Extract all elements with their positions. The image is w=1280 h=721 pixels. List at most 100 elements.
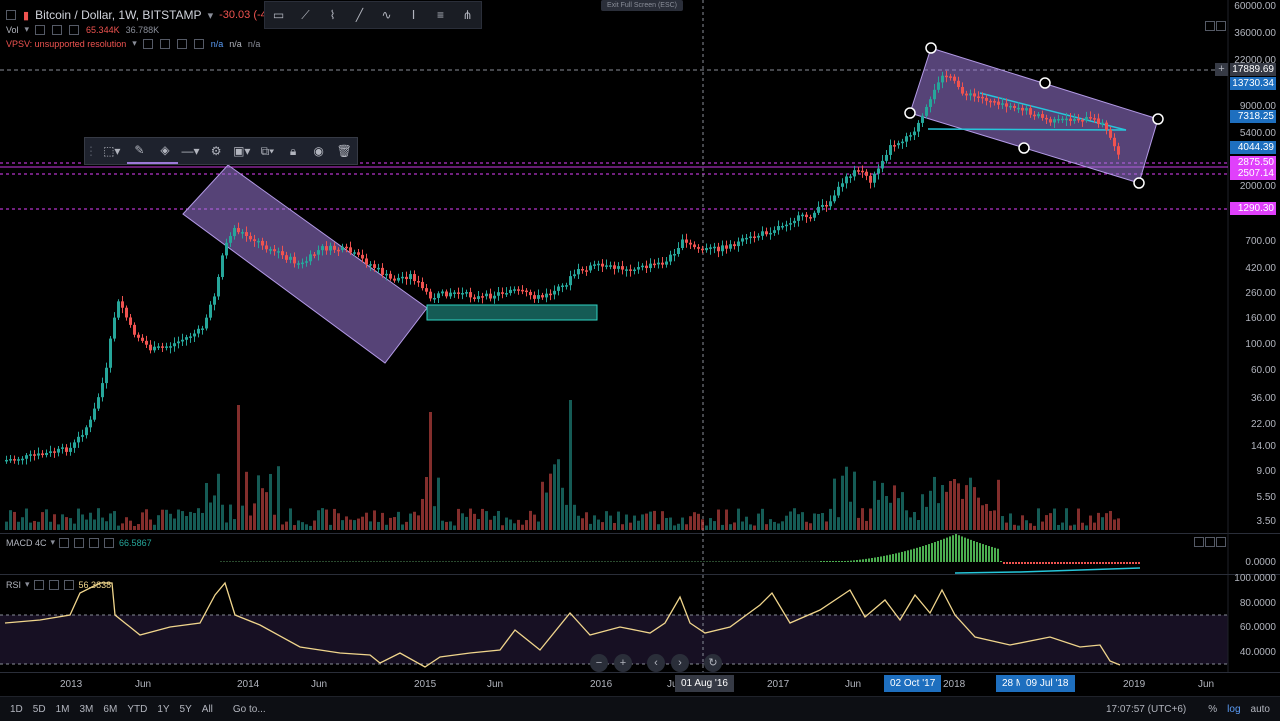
chevron-down-icon[interactable]: ▾ [132,38,137,48]
rectangle-icon[interactable]: ▭ [272,8,285,22]
auto-scale-button[interactable]: auto [1250,703,1270,715]
volume-bar [873,480,876,530]
brush-icon[interactable]: ∿ [381,8,392,22]
volume-legend[interactable]: Vol ▾ 65.344K 36.788K [6,24,159,35]
vpsv-legend[interactable]: VPSV: unsupported resolution ▾ n/a n/a n… [6,38,260,49]
log-scale-button[interactable]: log [1227,703,1241,715]
rsi-value: 56.3838 [78,579,112,590]
rsi-band [0,615,1228,664]
pane-down-icon[interactable] [1205,537,1215,547]
chevron-down-icon[interactable]: ▾ [50,537,56,547]
range-button-1m[interactable]: 1M [55,703,70,715]
scroll-right-button[interactable]: › [671,654,689,672]
range-button-3m[interactable]: 3M [79,703,94,715]
line-icon[interactable]: ╱ [355,8,364,22]
range-button-5y[interactable]: 5Y [179,703,192,715]
volume-bar [249,515,252,530]
eye-mini-icon[interactable] [74,537,85,548]
chevron-down-icon[interactable]: ▾ [24,24,30,34]
symbol-legend[interactable]: ▮ Bitcoin / Dollar, 1W, BITSTAMP ▾ -30.0… [6,8,276,22]
chevron-down-icon[interactable]: ▾ [25,579,30,589]
pitchfork-icon[interactable]: ⋔ [462,8,473,22]
eye-icon[interactable]: ◉ [313,144,324,158]
macd-bar [772,561,774,562]
volume-value-2: 36.788K [125,24,160,35]
cursor-icon[interactable]: ⬚▾ [103,144,121,158]
candle-body [873,173,876,183]
rsi-axis-label: 100.0000 [1234,573,1276,584]
scroll-left-button[interactable]: ‹ [647,654,665,672]
pencil-icon[interactable]: ✎ [126,138,153,164]
path-icon[interactable]: ⌇ [329,8,336,22]
macd-bar [853,560,855,562]
drag-handle-icon[interactable]: ⋮ [85,144,97,158]
visual-order-icon[interactable]: ▣▾ [233,144,251,158]
macd-bar [922,546,924,562]
close-mini-icon[interactable] [63,579,74,590]
eye-mini-icon[interactable] [52,24,63,35]
symbol-title[interactable]: Bitcoin / Dollar, 1W, BITSTAMP [35,8,202,22]
close-mini-icon[interactable] [176,38,187,49]
clock[interactable]: 17:07:57 (UTC+6) [1105,703,1187,715]
macd-pane[interactable] [0,533,1280,575]
range-button-6m[interactable]: 6M [103,703,118,715]
rsi-legend[interactable]: RSI ▾ 56.3838 [6,579,111,590]
settings-mini-icon[interactable] [33,579,44,590]
candle-body [729,244,732,249]
rsi-pane[interactable] [0,575,1280,672]
fib-icon[interactable]: ≡ [436,8,444,22]
volume-bar [461,513,464,530]
macd-signal-line [954,567,1141,574]
line-style-icon[interactable]: —▾ [181,144,200,158]
candle-body [133,324,136,335]
macd-legend[interactable]: MACD 4C ▾ 66.5867 [6,537,152,548]
settings-mini-icon[interactable] [35,24,46,35]
gear-icon[interactable]: ⚙ [210,144,222,158]
volume-bar [233,519,236,530]
trend-tool-icon[interactable]: ⟋ [301,8,310,22]
candle-body [205,317,208,329]
percent-scale-button[interactable]: % [1208,703,1218,715]
range-button-1d[interactable]: 1D [10,703,23,715]
candle-body [465,292,468,294]
fill-icon[interactable]: ◈ [152,138,178,164]
zoom-in-button[interactable]: + [614,654,632,672]
main-price-chart[interactable] [0,0,1280,533]
pane-maximize-icon[interactable] [1216,537,1226,547]
more-mini-icon[interactable] [193,38,204,49]
pane-up-icon[interactable] [1205,21,1215,31]
zoom-out-button[interactable]: − [590,654,608,672]
range-button-5d[interactable]: 5D [32,703,46,715]
text-icon[interactable]: Ⅰ [411,8,416,22]
candle-body [1089,117,1092,119]
range-button-ytd[interactable]: YTD [127,703,148,715]
lock-icon[interactable]: 🔒︎ [289,143,297,158]
clone-icon[interactable]: ⧉▾ [260,143,275,158]
more-mini-icon[interactable] [104,537,115,548]
reset-chart-button[interactable]: ↻ [704,654,722,672]
settings-mini-icon[interactable] [142,38,153,49]
macd-bar [628,561,630,562]
collapse-icon[interactable] [6,10,16,20]
goto-date-button[interactable]: Go to... [232,703,266,715]
pane-up-icon[interactable] [1194,537,1204,547]
candle-body [573,274,576,277]
close-mini-icon[interactable] [89,537,100,548]
pane-maximize-icon[interactable] [1216,21,1226,31]
macd-bar [235,561,237,562]
candle-body [1109,129,1112,138]
trash-icon[interactable]: 🗑︎ [336,144,352,158]
add-alert-icon[interactable]: + [1215,63,1228,76]
settings-mini-icon[interactable] [59,537,70,548]
candle-body [245,232,248,236]
range-button-1y[interactable]: 1Y [157,703,170,715]
chevron-down-icon[interactable]: ▾ [207,9,214,22]
range-button-all[interactable]: All [201,703,213,715]
eye-mini-icon[interactable] [159,38,170,49]
close-mini-icon[interactable] [69,24,80,35]
price-tag-7318: 7318.25 [1230,110,1276,123]
eye-mini-icon[interactable] [48,579,59,590]
exit-fullscreen-hint[interactable]: Exit Full Screen (ESC) [601,0,683,11]
candle-body [217,276,220,297]
volume-bar [329,524,332,530]
